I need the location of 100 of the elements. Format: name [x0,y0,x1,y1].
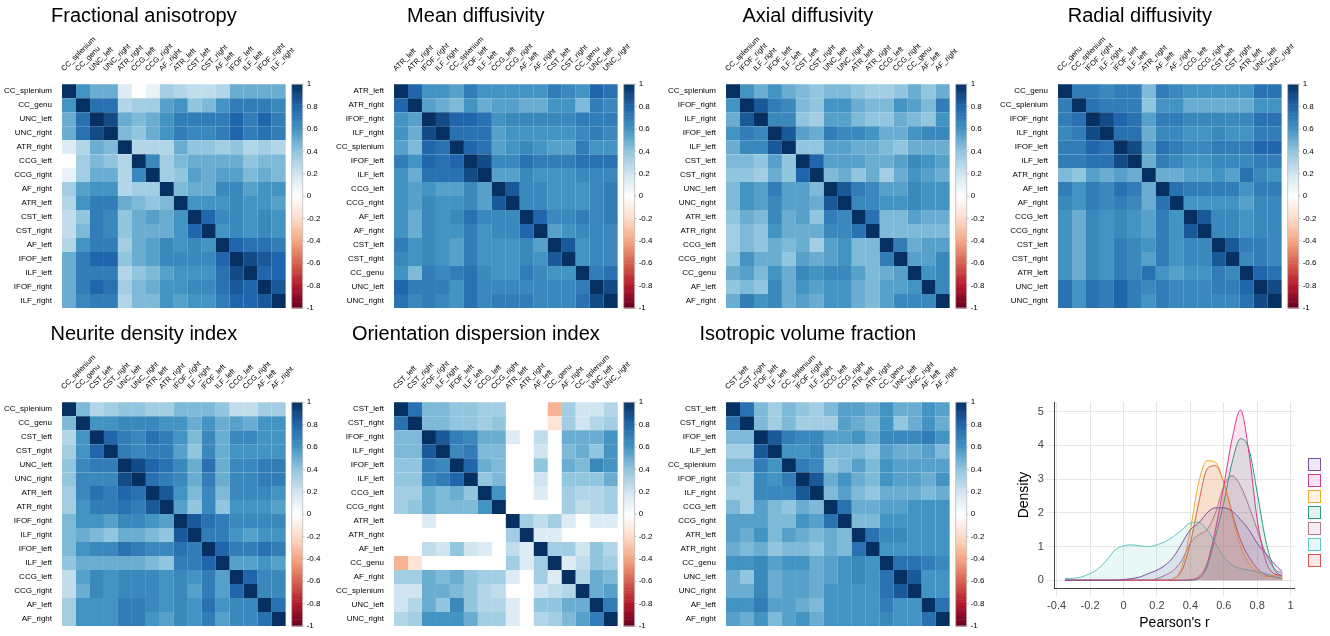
color-bar-label: 0.6 [970,442,983,452]
color-bar-label: 0.4 [306,464,319,474]
y-tick-label: AF_left [690,282,717,292]
color-bar-label: 0 [638,191,644,201]
y-axis-title: Density [1015,471,1032,519]
y-tick-label: ILF_right [352,128,385,138]
color-bar-label: -0.2 [306,531,321,541]
color-bar-label: -0.8 [306,598,321,608]
color-bar-label: 0.8 [638,101,651,111]
chart-title: Orientation dispersion index [351,321,600,344]
y-tick-label: ATR_left [685,212,717,222]
color-bar-label: 1 [1302,79,1308,89]
color-bar-label: -0.8 [638,280,653,290]
color-bar-label: 0.4 [970,464,983,474]
y-tick-label: CCG_left [1015,212,1049,222]
color-bar-label: -0.6 [970,576,985,586]
y-tick-label: UNC_right [346,614,385,624]
color-bar-label: 0 [1302,191,1308,201]
y-tick-label: IFOF_right [345,432,385,442]
color-bar-label: 0.2 [970,486,983,496]
color-bar-label: -0.6 [1302,258,1317,268]
color-bar-label: -0.8 [970,280,985,290]
color-bar-label: -0.4 [1302,236,1317,246]
y-tick-label: ATR_left [353,86,385,96]
color-bar-label: -1 [306,621,315,631]
color-bar-label: -1 [970,621,979,631]
y-tick-label: CCG_right [678,516,717,526]
y-tick-label: 4 [1037,438,1044,451]
y-tick-label: CC_genu [682,268,717,278]
y-tick-label: ATR_left [21,198,53,208]
x-tick-label: 0.4 [1182,598,1198,611]
y-tick-label: ATR_left [21,488,53,498]
y-tick-label: CCG_left [351,184,385,194]
color-bar-label: -0.8 [306,280,321,290]
chart-title: Axial diffusivity [742,3,874,26]
color-bar-label: -0.4 [970,554,985,564]
y-tick-label: CC_genu [1014,86,1049,96]
y-tick-label: IFOF_right [677,474,717,484]
color-bar-label: 0.4 [638,146,651,156]
color-bar-label: -1 [638,621,647,631]
y-tick-label: UNC_left [1015,282,1049,292]
color-bar-label: 0.6 [638,124,651,134]
y-tick-label: 0 [1037,573,1044,586]
color-bar-label: 0.6 [306,442,319,452]
y-tick-label: CCG_right [14,170,53,180]
y-tick-label: CCG_right [346,502,385,512]
y-tick-label: CCG_left [351,488,385,498]
y-tick-label: AF_right [1017,198,1049,208]
chart-title: Radial diffusivity [1067,3,1212,26]
y-tick-label: CCG_left [683,502,717,512]
y-tick-label: CCG_right [678,254,717,264]
y-tick-label: CCG_left [683,240,717,250]
y-tick-label: CC_splenium [335,586,385,596]
color-bar-label: -0.2 [638,531,653,541]
y-tick-label: CCG_left [19,572,53,582]
color-bar-label: -0.8 [1302,280,1317,290]
color-bar-label: -0.6 [638,576,653,586]
color-bar-label: 0.6 [1302,124,1315,134]
y-tick-label: CC_genu [682,558,717,568]
y-tick-label: CST_left [352,404,385,414]
color-bar-label: 0 [638,509,644,519]
y-tick-label: IFOF_left [1014,142,1049,152]
y-tick-label: CST_right [348,254,385,264]
y-tick-label: CST_left [684,404,717,414]
y-tick-label: AF_left [26,240,53,250]
color-bar-label: 0 [970,509,976,519]
y-tick-label: IFOF_right [345,114,385,124]
y-tick-label: 5 [1037,404,1044,417]
color-bar-label: 0.8 [970,419,983,429]
y-tick-label: CC_splenium [667,460,717,470]
y-tick-label: UNC_right [14,128,53,138]
y-tick-label: IFOF_right [677,100,717,110]
y-tick-label: UNC_left [19,114,53,124]
y-tick-label: ATR_right [348,530,385,540]
color-bar-label: 0.6 [970,124,983,134]
y-tick-label: CC_genu [18,100,53,110]
color-bar-label: 1 [970,79,976,89]
color-bar-label: -1 [638,303,647,313]
y-tick-label: ATR_left [1017,268,1049,278]
x-tick-label: 1 [1287,598,1294,611]
y-tick-label: CCG_right [346,198,385,208]
y-tick-label: UNC_left [683,572,717,582]
color-bar-label: -0.6 [306,576,321,586]
color-bar-label: 1 [306,397,312,407]
x-tick-label: 0.8 [1249,598,1265,611]
y-tick-label: UNC_right [14,474,53,484]
color-bar-label: 0.2 [1302,168,1315,178]
color-bar-label: -1 [306,303,315,313]
y-tick-label: CCG_right [1010,226,1049,236]
y-tick-label: ATR_right [680,544,717,554]
y-tick-label: ATR_left [353,516,385,526]
y-tick-label: CC_splenium [3,86,53,96]
color-bar-label: -0.8 [970,598,985,608]
y-tick-label: IFOF_left [350,156,385,166]
y-tick-label: CC_splenium [667,86,717,96]
color-bar-label: -1 [1302,303,1311,313]
x-tick-label: -0.2 [1080,598,1100,611]
chart-title: Neurite density index [50,321,238,344]
y-tick-label: IFOF_left [18,254,53,264]
color-bar-label: -1 [970,303,979,313]
